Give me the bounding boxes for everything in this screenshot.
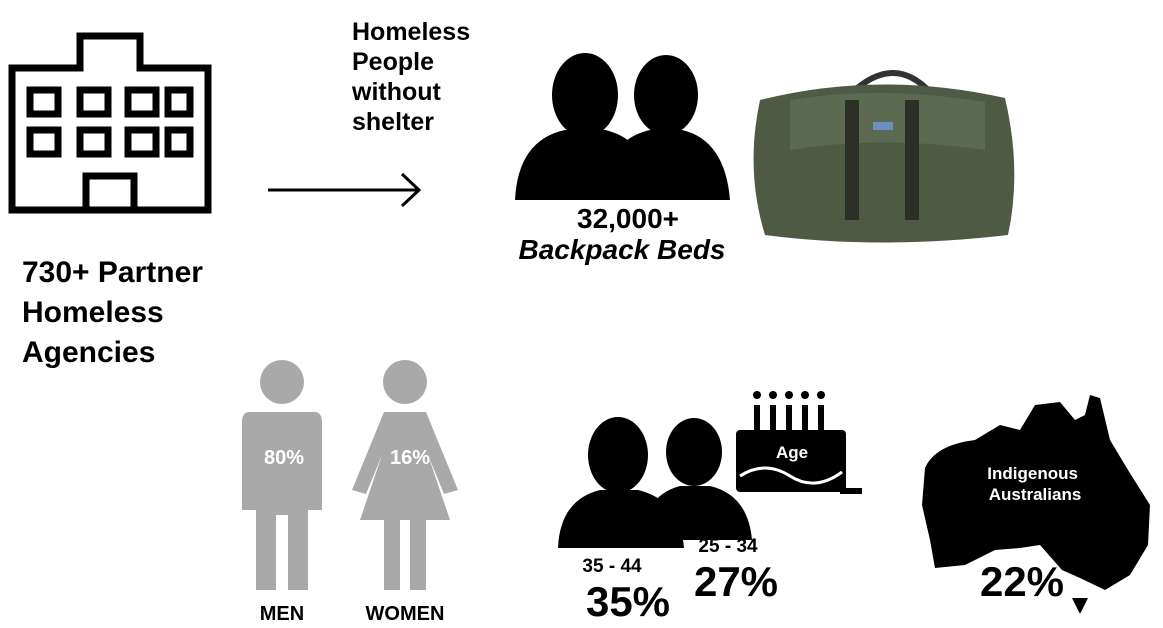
age-people-icon (558, 417, 752, 548)
men-label: MEN (260, 603, 304, 625)
age-share-2: 27% (694, 558, 778, 605)
age-range-2: 25 - 34 (698, 536, 758, 557)
age-label: Age (776, 443, 808, 462)
age-share-1: 35% (586, 578, 670, 625)
age-range-1: 35 - 44 (582, 556, 642, 577)
cake-icon (736, 391, 862, 494)
bag-image (753, 70, 1015, 243)
building-icon (8, 32, 212, 214)
count-text: 32,000+ (577, 203, 679, 234)
women-share: 16% (390, 447, 430, 469)
women-label: WOMEN (366, 603, 445, 625)
indigenous-share: 22% (980, 558, 1064, 605)
item-text: Backpack Beds (518, 234, 725, 265)
australia-map (922, 395, 1150, 614)
source-text: 730+ Partner Homeless Agencies (22, 256, 211, 369)
men-share: 80% (264, 447, 304, 469)
people-icon (515, 53, 730, 200)
woman-figure (352, 360, 458, 590)
arrow (268, 172, 422, 208)
recipients-text: Homeless People without shelter (351, 18, 477, 136)
indigenous-text: Indigenous Australians (987, 464, 1082, 504)
man-figure (242, 360, 322, 590)
